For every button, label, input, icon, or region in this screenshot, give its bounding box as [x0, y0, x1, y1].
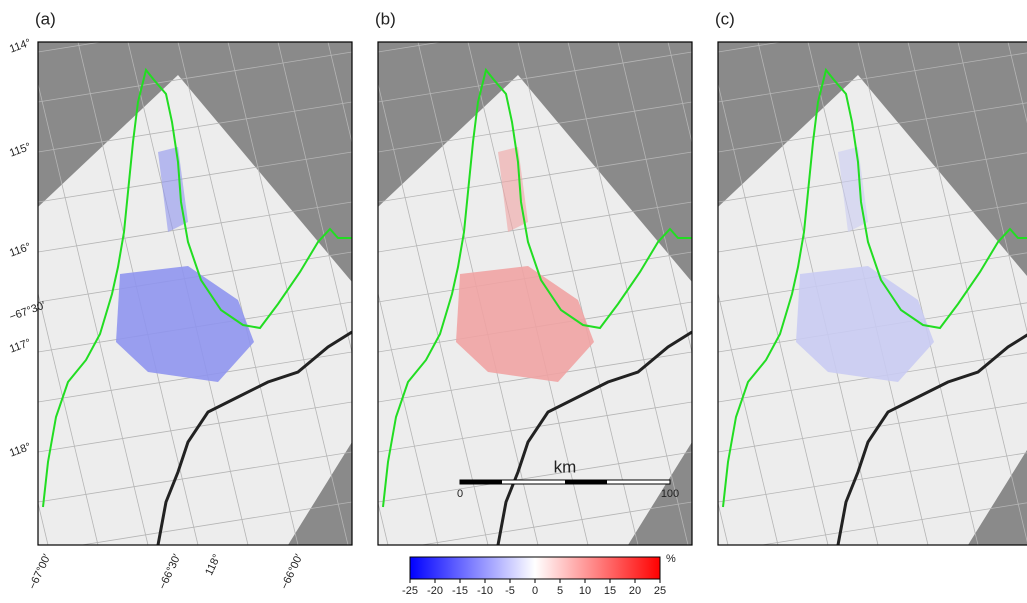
graticule [378, 451, 692, 503]
graticule [378, 82, 489, 545]
colorbar-tick-label: -25 [402, 585, 418, 597]
graticule [718, 102, 1027, 153]
graticule [718, 402, 1027, 453]
graticule [718, 0, 1027, 2]
panel-frame [717, 41, 1027, 546]
graticule [517, 42, 639, 545]
graticule [718, 152, 1027, 203]
lat-label: 117° [8, 337, 33, 356]
anomaly-patch [116, 266, 254, 382]
scale-tick-label: 0 [457, 488, 463, 500]
colorbar-unit: % [666, 553, 676, 565]
lon-label: 118° [203, 552, 223, 577]
graticule [38, 201, 352, 253]
anomaly-patch [498, 147, 528, 232]
colorbar-tick-label: 5 [557, 585, 563, 597]
graticule [378, 0, 692, 2]
lon-label: −67°00′ [27, 552, 54, 591]
graticule [38, 451, 352, 503]
lat-label: 114° [8, 37, 33, 56]
lat-label: 118° [8, 441, 33, 460]
graticule [857, 42, 979, 545]
graticule [38, 42, 104, 53]
map-panel [377, 0, 693, 546]
panel-frame [377, 41, 693, 546]
colorbar-tick-label: 10 [579, 585, 591, 597]
graticule [38, 552, 352, 602]
panel-frame [37, 41, 353, 546]
graticule [38, 101, 352, 153]
anomaly-patch [838, 147, 868, 232]
anomaly-patch [456, 266, 594, 382]
glacier-outline [382, 67, 692, 508]
colorbar-tick-label: 0 [532, 585, 538, 597]
graticule [378, 201, 692, 253]
colorbar-tick-label: -20 [427, 585, 443, 597]
anomaly-patch [158, 147, 188, 232]
lat-label: 115° [8, 141, 33, 160]
graticule [378, 291, 439, 545]
graticule [718, 552, 1027, 602]
graticule [718, 42, 784, 53]
coastline [496, 330, 692, 545]
graticule [38, 0, 352, 2]
coastline [156, 330, 352, 545]
colorbar-tick-label: -15 [452, 585, 468, 597]
colorbar-tick-label: -5 [505, 585, 515, 597]
lat-label: 116° [8, 241, 33, 260]
scale-unit: km [554, 457, 577, 476]
map-panel [37, 0, 353, 602]
map-content [718, 0, 1027, 602]
graticule [617, 42, 692, 354]
scale-tick-label: 100 [661, 488, 679, 500]
graticule [759, 502, 1027, 545]
graticule [907, 42, 1027, 543]
map-content [378, 0, 692, 545]
colorbar-tick-label: -10 [477, 585, 493, 597]
colorbar [409, 556, 661, 580]
graticule [378, 151, 692, 203]
colorbar-tick-label: 20 [629, 585, 641, 597]
scale-bar-segment [460, 480, 502, 484]
graticule [718, 82, 829, 545]
panel-label: (a) [35, 9, 56, 28]
lon-label: −66°30′ [157, 552, 184, 591]
graticule [38, 401, 352, 453]
graticule [38, 82, 149, 545]
graticule [718, 291, 779, 545]
graticule [667, 42, 692, 145]
graticule [718, 202, 1027, 253]
lon-label: −66°00′ [279, 552, 306, 591]
graticule [718, 452, 1027, 503]
graticule [327, 42, 352, 145]
glacier-outline [42, 67, 352, 508]
colorbar-tick-label: 25 [654, 585, 666, 597]
graticule [177, 42, 299, 545]
graticule [38, 291, 99, 545]
glacier-outline [722, 67, 1027, 508]
graticule [277, 42, 352, 354]
graticule [378, 101, 692, 153]
graticule [378, 42, 444, 53]
map-panel [717, 0, 1027, 602]
graticule [79, 501, 352, 545]
graticule [567, 42, 689, 545]
scale-bar-segment [565, 480, 607, 484]
panel-label: (b) [375, 9, 396, 28]
coastline [836, 333, 1027, 545]
graticule [419, 501, 692, 545]
map-content [38, 0, 352, 602]
graticule [227, 42, 349, 545]
anomaly-patch [796, 266, 934, 382]
panel-label: (c) [715, 9, 735, 28]
graticule [38, 151, 352, 203]
colorbar-tick-label: 15 [604, 585, 616, 597]
graticule [957, 42, 1027, 333]
graticule [378, 401, 692, 453]
